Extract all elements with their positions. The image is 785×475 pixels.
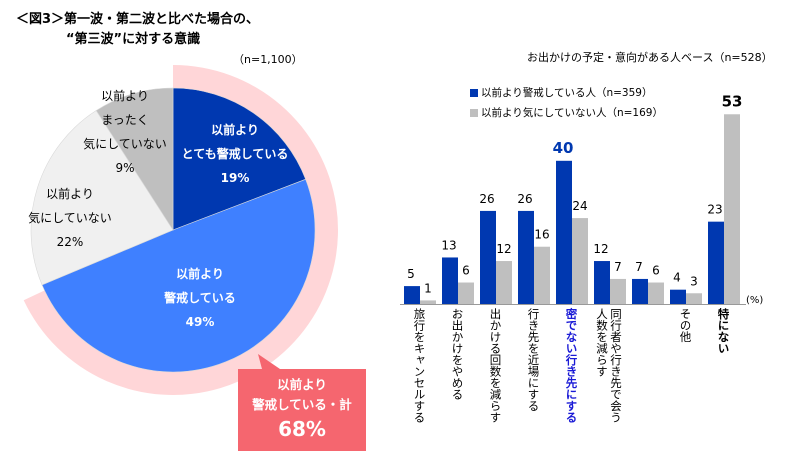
bar-value-label: 3 — [690, 274, 698, 288]
pie-slice-label: 以前より警戒している 49% — [140, 262, 260, 334]
bar-value-label: 16 — [534, 228, 549, 242]
bar-value-label: 23 — [707, 203, 722, 217]
bar — [404, 286, 420, 304]
pie-slice-label: 以前より気にしていない 22% — [20, 182, 120, 254]
bar — [534, 246, 550, 304]
bar — [632, 278, 648, 304]
figure-title-line1: ＜図3＞第一波・第二波と比べた場合の、 — [16, 12, 260, 27]
bar-value-label: 13 — [441, 238, 456, 252]
pie-label-line: 49% — [185, 315, 215, 329]
bar-category-label-line: 出かける回数を減らす — [488, 308, 503, 423]
bar — [594, 261, 610, 304]
bar — [518, 210, 534, 304]
bar-base-note: お出かけの予定・意向がある人ベース（n=528） — [527, 51, 773, 64]
bar-value-label: 53 — [722, 92, 743, 110]
pie-label-line: とても警戒している — [181, 147, 289, 161]
bar-value-label: 26 — [517, 192, 532, 206]
callout-line1: 以前より — [277, 377, 327, 392]
bar-unit-label: (%) — [746, 295, 764, 306]
bar-value-label: 26 — [479, 192, 494, 206]
legend-item-not-cautious: 以前より気にしていない人（n=169） — [470, 103, 663, 123]
pie-label-line: まったく — [101, 113, 149, 127]
bar — [496, 261, 512, 304]
pie-label-line: 以前より — [101, 89, 149, 103]
figure-title-line2: “第三波”に対する意識 — [66, 32, 201, 47]
legend-label: 以前より警戒している人（n=359） — [481, 87, 653, 99]
callout-value: 68% — [278, 417, 326, 441]
bar-category-label: その他 — [679, 308, 693, 343]
pie-slice-label: 以前よりまったく気にしていない 9% — [80, 84, 170, 180]
bar-value-label: 5 — [407, 267, 415, 281]
bar-category-label-line: 人数を減らす — [595, 308, 609, 377]
bar-value-label: 6 — [652, 264, 660, 278]
pie-label-line: 警戒している — [164, 291, 236, 305]
bar-category-label-line: 特にない — [716, 308, 731, 354]
legend-swatch-blue — [470, 89, 478, 97]
bar-category-label: お出かけをやめる — [451, 308, 465, 400]
bar-category-label-line: その他 — [678, 308, 693, 343]
bar-category-label: 出かける回数を減らす — [489, 308, 503, 423]
pie-sample-size: （n=1,100） — [233, 53, 303, 66]
pie-slice — [95, 87, 174, 232]
pie-label-line: 気にしていない — [83, 137, 167, 151]
legend-item-cautious: 以前より警戒している人（n=359） — [470, 83, 663, 103]
pie-slice-label: 以前よりとても警戒している 19% — [175, 118, 295, 190]
bar-category-label: 旅行をキャンセルする — [413, 308, 427, 423]
pie-label-line: 22% — [56, 235, 84, 249]
bar-value-label: 4 — [673, 271, 681, 285]
bar — [458, 282, 474, 304]
bar-value-label: 7 — [635, 260, 643, 274]
bar-value-label: 6 — [462, 264, 470, 278]
pie-label-line: 以前より — [211, 123, 259, 137]
callout-text: 以前より 警戒している・計 68% — [238, 375, 366, 443]
bar-value-label: 7 — [614, 260, 622, 274]
bar — [648, 282, 664, 304]
bar — [442, 257, 458, 304]
bar-category-label: 行き先を近場にする — [527, 308, 541, 412]
pie-label-line: 気にしていない — [28, 211, 112, 225]
bar-category-label: 同行者や行き先で会う 人数を減らす — [595, 308, 623, 423]
bar — [686, 293, 702, 304]
bar — [572, 218, 588, 304]
bar-value-label: 24 — [572, 199, 587, 213]
bar-category-label: 密でない行き先にする — [565, 308, 579, 423]
pie-label-line: 9% — [115, 161, 135, 175]
bar — [556, 160, 572, 304]
bar-value-label: 12 — [593, 242, 608, 256]
bar-category-label-line: 行き先を近場にする — [526, 308, 541, 412]
pie-slice — [41, 178, 316, 373]
bar-category-label-line: お出かけをやめる — [450, 308, 465, 400]
bar — [670, 289, 686, 304]
pie-slice — [30, 110, 174, 286]
callout-line2: 警戒している・計 — [252, 397, 352, 412]
figure-title: ＜図3＞第一波・第二波と比べた場合の、 “第三波”に対する意識 — [16, 10, 259, 50]
bar — [480, 210, 496, 304]
pie-label-line: 以前より — [176, 267, 224, 281]
legend-swatch-gray — [470, 109, 478, 117]
pie-label-line: 以前より — [46, 187, 94, 201]
bar-value-label: 1 — [424, 281, 432, 295]
callout-box — [238, 354, 366, 451]
bar-value-label: 40 — [553, 139, 574, 157]
bar — [420, 300, 436, 304]
pie-slice — [172, 87, 307, 231]
bar — [724, 114, 740, 304]
bar-value-label: 12 — [496, 242, 511, 256]
bar — [708, 221, 724, 304]
bar-legend: 以前より警戒している人（n=359） 以前より気にしていない人（n=169） — [470, 83, 663, 123]
bar-category-label-line: 同行者や行き先で会う — [609, 308, 623, 423]
pie-label-line: 19% — [220, 171, 250, 185]
bar — [610, 278, 626, 304]
bar-category-label-line: 旅行をキャンセルする — [412, 308, 427, 423]
bar-category-label: 特にない — [717, 308, 731, 354]
bar-category-label-line: 密でない行き先にする — [564, 308, 579, 423]
legend-label: 以前より気にしていない人（n=169） — [481, 107, 663, 119]
